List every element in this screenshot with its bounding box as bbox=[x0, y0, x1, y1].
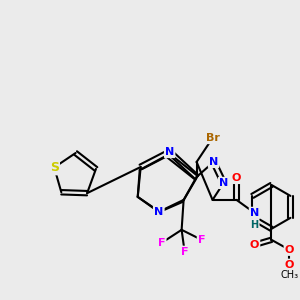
Text: O: O bbox=[250, 240, 259, 250]
Text: N: N bbox=[209, 157, 218, 167]
Text: Br: Br bbox=[206, 133, 220, 143]
Text: F: F bbox=[181, 247, 188, 257]
Text: F: F bbox=[158, 238, 165, 248]
Text: S: S bbox=[50, 161, 59, 174]
Text: N: N bbox=[250, 208, 259, 218]
Text: O: O bbox=[285, 260, 294, 270]
Text: N: N bbox=[219, 178, 228, 188]
Text: N: N bbox=[154, 207, 163, 217]
Text: N: N bbox=[154, 207, 163, 217]
Text: N: N bbox=[165, 147, 174, 157]
Text: O: O bbox=[285, 245, 294, 255]
Text: O: O bbox=[232, 173, 241, 183]
Text: H: H bbox=[250, 220, 259, 230]
Text: S: S bbox=[50, 161, 59, 174]
Text: F: F bbox=[198, 235, 205, 245]
Text: CH₃: CH₃ bbox=[280, 270, 298, 280]
